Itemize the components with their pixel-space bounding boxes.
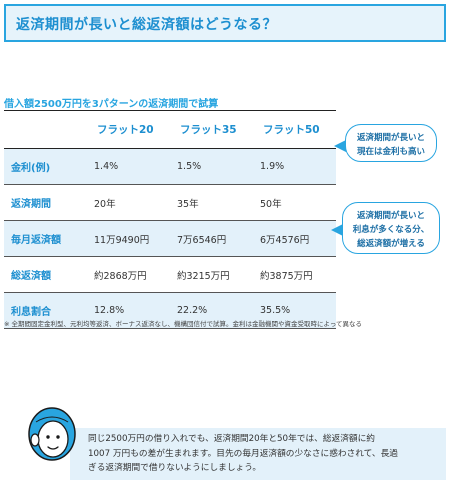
table-cell: 1.9% <box>253 148 336 185</box>
row-label: 毎月返済額 <box>4 220 87 257</box>
table-cell: 1.5% <box>170 148 253 185</box>
comment-text: 同じ2500万円の借り入れでも、返済期間20年と50年では、総返済額に約 100… <box>88 432 440 476</box>
callout-line: 現在は金利も高い <box>356 147 425 157</box>
table-cell: 35年 <box>170 184 253 221</box>
table-row-interest-ratio: 利息割合 12.8% 22.2% 35.5% <box>4 292 336 329</box>
page-title: 返済期間が長いと総返済額はどうなる？ <box>16 17 277 33</box>
table-cell: 約3875万円 <box>253 256 336 293</box>
comment-line: 同じ2500万円の借り入れでも、返済期間20年と50年では、総返済額に約 <box>88 434 375 444</box>
table-cell: 1.4% <box>87 148 170 185</box>
column-header-flat20: フラット20 <box>87 110 170 149</box>
callout-line: 利息が多くなる分、 <box>352 225 430 235</box>
callout-pointer <box>331 224 343 236</box>
comment-box <box>70 428 446 480</box>
row-label: 返済期間 <box>4 184 87 221</box>
callout-interest-note: 返済期間が長いと 現在は金利も高い <box>345 124 437 162</box>
table-corner-cell <box>4 110 87 149</box>
table-cell: 22.2% <box>170 292 253 329</box>
table-row-interest-rate: 金利(例) 1.4% 1.5% 1.9% <box>4 148 336 185</box>
table-cell: 20年 <box>87 184 170 221</box>
footnote: ※ 全期間固定金利型、元利均等返済、ボーナス返済なし、機構団信付で試算。金利は金… <box>4 320 362 328</box>
table-row-monthly-payment: 毎月返済額 11万9490円 7万6546円 6万4576円 <box>4 220 336 257</box>
row-label: 総返済額 <box>4 256 87 293</box>
comment-line: ぎる返済期間で借りないようにしましょう。 <box>88 463 262 473</box>
column-header-flat35: フラット35 <box>170 110 253 149</box>
table-cell: 7万6546円 <box>170 220 253 257</box>
comment-line: 1007 万円もの差が生まれます。目先の毎月返済額の少なさに惑わされて、長過 <box>88 448 398 459</box>
table-caption: 借入額2500万円を3パターンの返済期間で試算 <box>4 99 219 110</box>
table-cell: 約2868万円 <box>87 256 170 293</box>
table-cell: 11万9490円 <box>87 220 170 257</box>
table-cell: 50年 <box>253 184 336 221</box>
table-header-row: フラット20 フラット35 フラット50 <box>4 110 336 149</box>
advisor-avatar-icon <box>26 404 78 462</box>
table-row-total-repayment: 総返済額 約2868万円 約3215万円 約3875万円 <box>4 256 336 293</box>
table-cell: 6万4576円 <box>253 220 336 257</box>
callout-total-note: 返済期間が長いと 利息が多くなる分、 総返済額が増える <box>342 202 440 254</box>
callout-pointer <box>334 140 346 152</box>
row-label: 利息割合 <box>4 292 87 329</box>
comparison-table: フラット20 フラット35 フラット50 金利(例) 1.4% 1.5% 1.9… <box>4 110 336 329</box>
callout-line: 総返済額が増える <box>357 239 425 249</box>
table-row-repayment-period: 返済期間 20年 35年 50年 <box>4 184 336 221</box>
callout-line: 返済期間が長いと <box>356 133 425 143</box>
table-cell: 約3215万円 <box>170 256 253 293</box>
table-cell: 35.5% <box>253 292 336 329</box>
column-header-flat50: フラット50 <box>253 110 336 149</box>
callout-line: 返済期間が長いと <box>356 211 425 221</box>
row-label: 金利(例) <box>4 148 87 185</box>
table-cell: 12.8% <box>87 292 170 329</box>
header-bar: 返済期間が長いと総返済額はどうなる？ <box>4 4 446 42</box>
